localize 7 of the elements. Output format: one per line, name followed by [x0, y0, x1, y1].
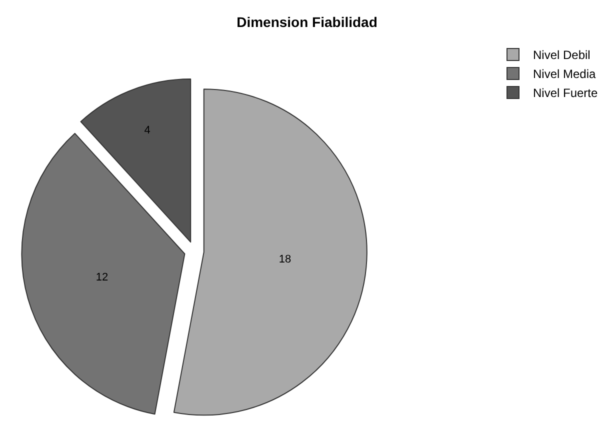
- chart-title: Dimension Fiabilidad: [236, 14, 378, 30]
- data-label: 18: [278, 254, 292, 266]
- data-label: 12: [96, 271, 108, 284]
- legend-label: Nivel Fuerte: [533, 86, 598, 100]
- legend-label: Nivel Media: [533, 67, 596, 82]
- legend-label: Nivel Debil: [533, 48, 590, 62]
- data-label: 4: [144, 124, 150, 136]
